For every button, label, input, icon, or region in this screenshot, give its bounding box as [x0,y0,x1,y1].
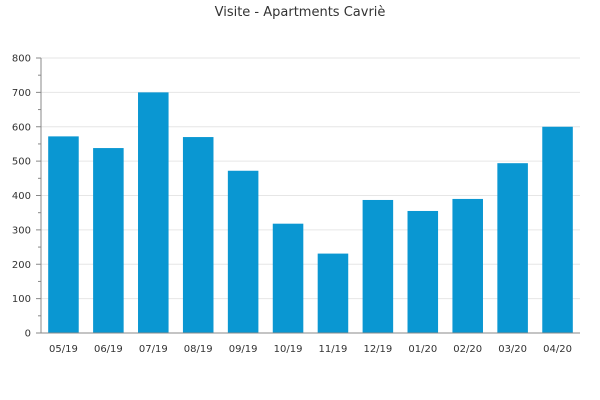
x-tick-label: 12/19 [363,344,392,355]
y-tick-label: 0 [25,329,31,340]
y-tick-label: 700 [12,88,31,99]
x-tick-label: 02/20 [453,344,482,355]
chart-title: Visite - Apartments Cavriè [214,5,386,20]
x-tick-label: 08/19 [184,344,213,355]
x-tick-label: 07/19 [139,344,168,355]
bar [182,137,214,333]
label-layer: 0 100 200 300 400 500 600 700 800 05/19 06/19 07/19… [12,54,572,356]
x-tick-label: 11/19 [319,344,348,355]
x-tick-label: 01/20 [408,344,437,355]
bar [138,92,169,333]
bar-layer [48,92,573,333]
x-tick-label: 05/19 [49,344,78,355]
bar [227,170,259,333]
x-tick-label: 06/19 [94,344,123,355]
grid-layer [41,57,580,300]
y-tick-label: 100 [12,294,31,305]
y-tick-label: 500 [12,157,31,168]
bar [497,163,528,333]
x-tick-label: 09/19 [229,344,258,355]
y-tick-label: 800 [12,54,31,65]
bar [452,198,483,333]
y-tick-label: 200 [12,260,31,271]
y-tick-label: 300 [12,225,31,236]
bar [317,253,349,333]
axis-layer [36,57,580,334]
bar [272,223,304,333]
x-tick-label: 04/20 [543,344,572,355]
bar [362,199,394,333]
y-tick-label: 400 [12,191,31,202]
bar [48,136,79,333]
x-tick-label: 03/20 [498,344,527,355]
x-tick-label: 10/19 [274,344,303,355]
y-tick-label: 600 [12,122,31,133]
bar [542,126,573,333]
bar [407,210,439,333]
bar [93,148,124,333]
